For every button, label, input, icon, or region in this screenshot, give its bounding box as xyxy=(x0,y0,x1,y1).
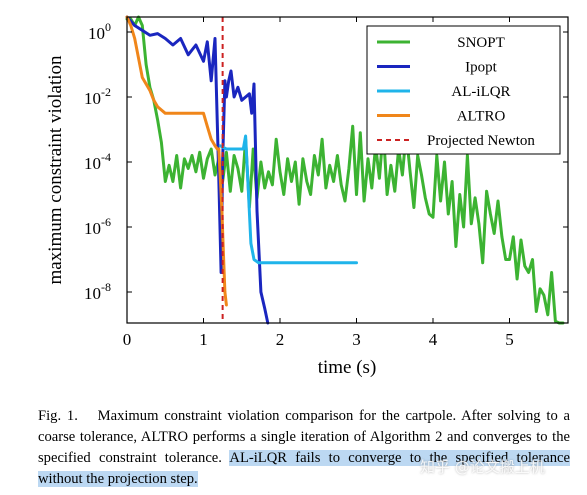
y-tick-label: 10-2 xyxy=(84,85,111,108)
x-axis-label: time (s) xyxy=(318,357,377,378)
series-line-al-ilqr xyxy=(218,134,358,265)
legend-label-al-ilqr: AL-iLQR xyxy=(451,84,510,100)
chart-legend: SNOPT Ipopt AL-iLQR ALTRO Projected Newton xyxy=(366,25,561,155)
x-tick-label: 5 xyxy=(505,330,514,349)
x-tick-label: 3 xyxy=(352,330,361,349)
legend-label-ipopt: Ipopt xyxy=(465,60,497,76)
y-tick-label: 100 xyxy=(88,20,111,43)
plot-series-group xyxy=(125,15,565,325)
x-tick-label: 0 xyxy=(123,330,132,349)
plot-frame xyxy=(126,16,569,324)
x-tick-label: 4 xyxy=(429,330,438,349)
x-tick-label: 2 xyxy=(276,330,285,349)
x-tick-label: 1 xyxy=(199,330,208,349)
figure-caption: Fig. 1. Maximum constraint violation com… xyxy=(38,406,570,490)
y-axis-label: maximum constraint violation xyxy=(45,55,66,285)
caption-text: Maximum constraint violation comparison … xyxy=(38,408,570,466)
constraint-violation-chart: 0 1 2 3 4 5 100 10-2 10-4 10-6 10-8 time (s) maxim… xyxy=(45,15,569,378)
legend-label-projected-newton: Projected Newton xyxy=(427,133,535,149)
series-line-altro xyxy=(125,15,228,307)
caption-label: Fig. 1. xyxy=(38,408,78,424)
legend-label-altro: ALTRO xyxy=(457,109,506,125)
y-tick-label: 10-4 xyxy=(84,150,111,173)
y-tick-label: 10-8 xyxy=(84,280,111,303)
series-line-snopt xyxy=(125,15,565,325)
axis-ticks: 0 1 2 3 4 5 100 10-2 10-4 10-6 10-8 xyxy=(84,17,568,349)
legend-label-snopt: SNOPT xyxy=(457,35,505,51)
watermark-text: 知乎 @论文搬上机 xyxy=(420,458,545,476)
y-tick-label: 10-6 xyxy=(84,215,111,238)
